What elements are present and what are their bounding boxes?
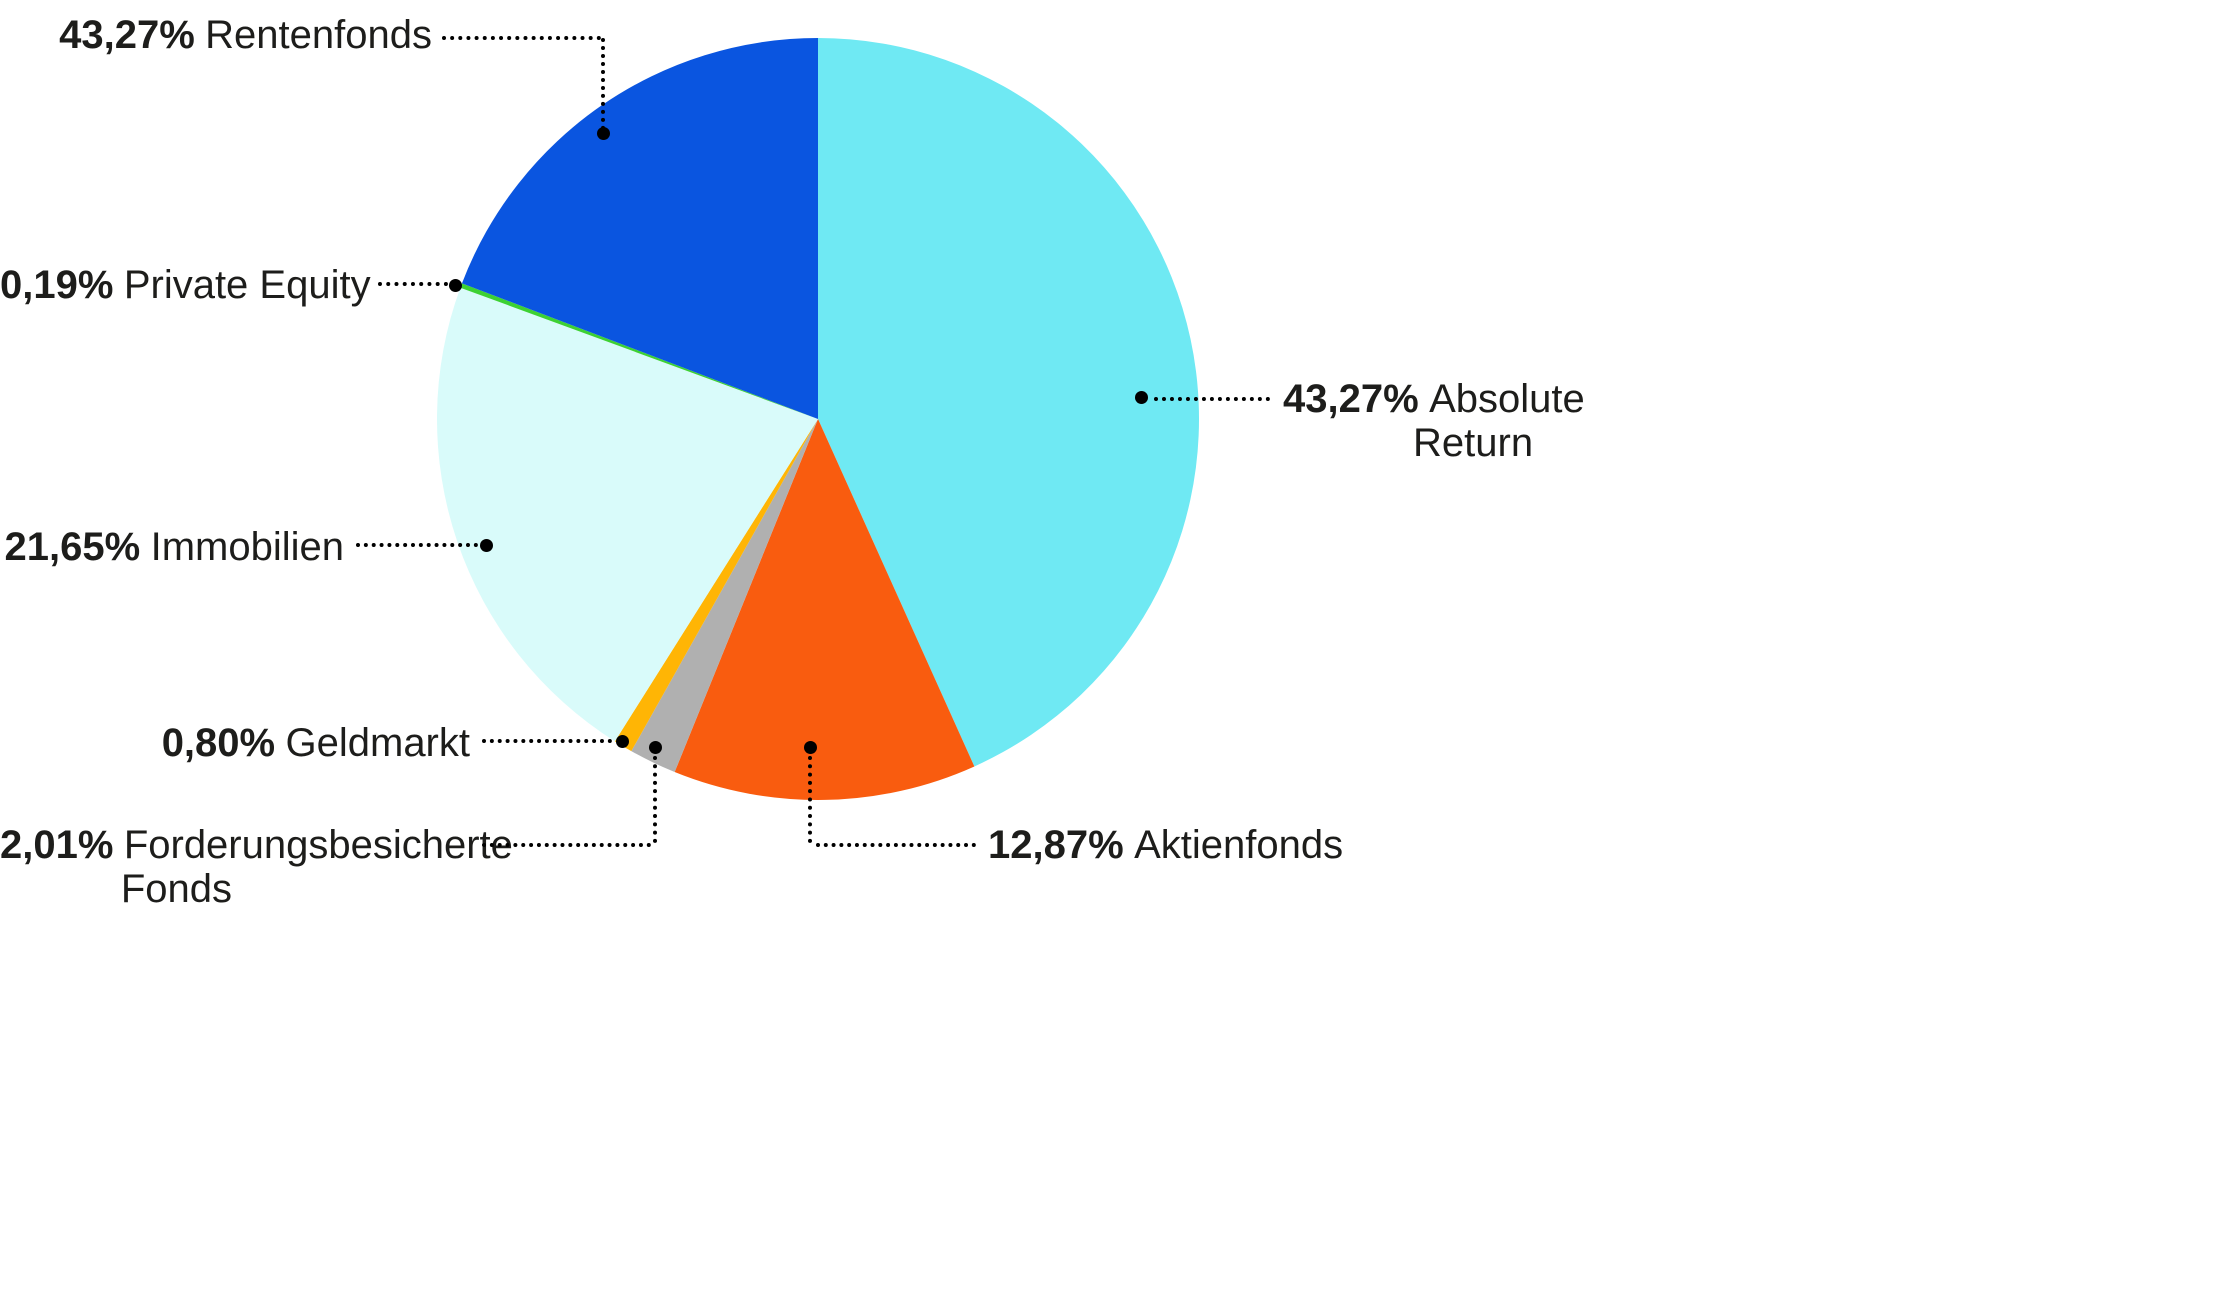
anchor-dot-forderungsbesicherte	[649, 741, 662, 754]
leader-absolute-return-h	[1154, 397, 1270, 401]
pie-slice-forderungsbesicherte-fonds	[631, 419, 818, 773]
callout-immobilien: 21,65% Immobilien	[0, 524, 344, 570]
leader-aktienfonds-v	[808, 756, 812, 843]
anchor-dot-immobilien	[480, 539, 493, 552]
leader-aktienfonds-h	[816, 843, 976, 847]
callout-private-equity: 0,19% Private Equity	[0, 262, 371, 308]
callout-forderungsbesicherte-line2: Fonds	[0, 866, 232, 912]
callout-forderungsbesicherte-line1: 2,01% Forderungsbesicherte	[0, 822, 513, 868]
anchor-dot-rentenfonds	[597, 127, 610, 140]
pie-slice-immobilien	[436, 287, 818, 742]
pie-slice-rentenfonds	[461, 38, 818, 419]
anchor-dot-aktienfonds	[804, 741, 817, 754]
leader-rentenfonds-h	[442, 36, 601, 40]
callout-rentenfonds-pct: 43,27%	[59, 13, 195, 57]
leader-forderungsbesicherte-v	[653, 756, 657, 843]
callout-aktienfonds: 12,87% Aktienfonds	[988, 822, 1343, 868]
anchor-dot-private-equity	[449, 279, 462, 292]
callout-aktienfonds-name: Aktienfonds	[1134, 823, 1344, 867]
pie-slice-private-equity	[460, 283, 818, 419]
callout-immobilien-name: Immobilien	[150, 525, 344, 569]
callout-forderungsbesicherte-name2: Fonds	[120, 867, 232, 911]
callout-absolute-return-pct: 43,27%	[1283, 377, 1419, 421]
callout-absolute-return-name2: Return	[1413, 421, 1534, 465]
leader-immobilien-h	[356, 543, 478, 547]
callout-geldmarkt-name: Geldmarkt	[285, 721, 471, 765]
callout-absolute-return-name1: Absolute	[1429, 377, 1585, 421]
callout-private-equity-pct: 0,19%	[0, 263, 114, 307]
callout-geldmarkt: 0,80% Geldmarkt	[0, 720, 470, 766]
pie-slice-aktienfonds	[674, 419, 975, 801]
callout-absolute-return-line2: Return	[1413, 420, 1533, 466]
callout-geldmarkt-pct: 0,80%	[161, 721, 276, 765]
leader-forderungsbesicherte-h	[482, 843, 651, 847]
leader-private-equity-h	[378, 282, 448, 286]
anchor-dot-geldmarkt	[616, 735, 629, 748]
callout-immobilien-pct: 21,65%	[4, 525, 141, 569]
callout-forderungsbesicherte-pct: 2,01%	[0, 823, 114, 867]
callout-rentenfonds-name: Rentenfonds	[205, 13, 432, 57]
callout-absolute-return-line1: 43,27% Absolute	[1283, 376, 1585, 422]
callout-forderungsbesicherte-name1: Forderungsbesicherte	[123, 823, 513, 867]
callout-rentenfonds: 43,27% Rentenfonds	[0, 12, 432, 58]
pie-slice-geldmarkt	[614, 419, 818, 752]
callout-aktienfonds-pct: 12,87%	[988, 823, 1124, 867]
pie-slice-absolute-return	[818, 38, 1200, 767]
leader-geldmarkt-h	[482, 739, 612, 743]
leader-rentenfonds-v	[601, 38, 605, 130]
anchor-dot-absolute-return	[1135, 391, 1148, 404]
callout-private-equity-name: Private Equity	[123, 263, 371, 307]
